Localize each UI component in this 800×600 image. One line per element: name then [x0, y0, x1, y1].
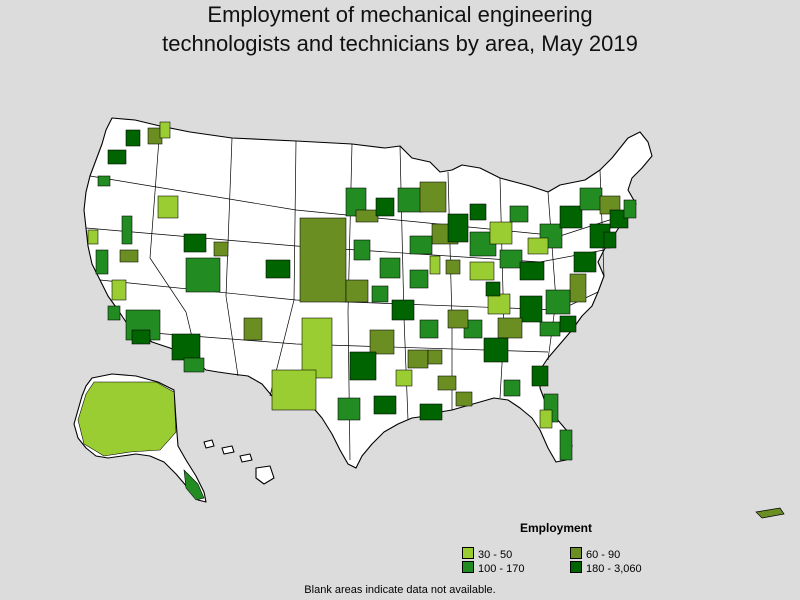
map-area-84	[427, 349, 443, 365]
legend-item-180-3060: 180 - 3,060	[570, 561, 642, 575]
map-area-41	[447, 309, 469, 329]
map-area-29	[559, 205, 583, 229]
map-area-81	[371, 285, 389, 303]
map-title-line-2: technologists and technicians by area, M…	[162, 31, 638, 56]
map-area-alaska	[77, 381, 177, 457]
map-area-10	[265, 259, 291, 279]
map-area-71	[509, 205, 529, 223]
legend-label-180-3060: 180 - 3,060	[586, 563, 642, 575]
map-title: Employment of mechanical engineering tec…	[0, 0, 800, 58]
map-area-39	[483, 337, 509, 363]
map-area-9	[213, 241, 229, 257]
employment-areas	[77, 121, 637, 501]
map-area-32	[609, 209, 629, 229]
map-area-30	[579, 187, 603, 211]
map-area-67	[243, 317, 263, 341]
map-area-40	[463, 319, 483, 339]
map-area-4	[159, 121, 171, 139]
map-area-52	[531, 365, 549, 387]
map-area-18	[419, 181, 447, 213]
map-area-alaska-southeast	[183, 469, 205, 501]
map-area-13	[299, 217, 347, 303]
map-area-47	[373, 395, 397, 415]
map-area-5	[97, 175, 111, 187]
map-area-59	[353, 239, 371, 261]
map-area-1	[107, 149, 127, 165]
blank-areas-note: Blank areas indicate data not available.	[304, 584, 496, 596]
map-area-66	[183, 357, 205, 373]
map-area-16	[375, 197, 395, 217]
map-area-51	[503, 379, 521, 397]
legend-swatch-100-170	[462, 561, 474, 573]
map-area-61	[111, 279, 127, 301]
map-area-76	[623, 199, 637, 219]
map-area-7	[183, 233, 207, 253]
map-area-50	[455, 391, 473, 407]
legend-item-60-90: 60 - 90	[570, 547, 620, 561]
legend-label-100-170: 100 - 170	[478, 563, 525, 575]
map-area-65	[171, 333, 201, 361]
map-area-82	[407, 349, 429, 369]
legend-swatch-60-90	[570, 547, 582, 559]
map-area-20	[409, 235, 433, 255]
map-area-36	[545, 289, 571, 315]
map-area-55	[539, 409, 553, 429]
map-area-56	[487, 293, 511, 315]
map-area-8	[185, 257, 221, 293]
legend-item-100-170: 100 - 170	[462, 561, 524, 575]
map-area-37	[519, 295, 543, 323]
map-area-72	[469, 203, 487, 221]
map-area-69	[87, 229, 99, 245]
map-area-45	[349, 351, 377, 381]
map-area-48	[437, 375, 457, 391]
legend-label-60-90: 60 - 90	[586, 549, 621, 561]
map-area-43	[391, 299, 415, 321]
map-legend: Employment 30 - 50 60 - 90 100 - 170 180…	[462, 519, 662, 575]
map-area-70	[121, 215, 133, 245]
map-area-34	[573, 251, 597, 273]
map-area-57	[409, 269, 429, 289]
map-area-26	[469, 261, 495, 281]
map-area-77	[485, 281, 501, 297]
map-area-79	[559, 315, 577, 333]
map-area-73	[445, 259, 461, 275]
hawaii-islands	[203, 439, 275, 485]
map-area-68	[95, 249, 109, 275]
map-area-46	[337, 397, 361, 421]
map-area-49	[419, 403, 443, 421]
legend-label-30-50: 30 - 50	[478, 549, 513, 561]
map-title-line-1: Employment of mechanical engineering	[207, 2, 593, 27]
legend-swatch-180-3060	[570, 561, 582, 573]
map-area-74	[527, 237, 549, 255]
map-area-58	[379, 257, 401, 279]
legend-item-30-50: 30 - 50	[462, 547, 512, 561]
map-area-17	[397, 187, 423, 213]
map-area-38	[497, 317, 523, 339]
map-area-11	[301, 317, 333, 379]
map-area-21	[429, 255, 441, 275]
map-area-12	[271, 369, 317, 411]
map-area-64	[131, 329, 151, 345]
map-area-42	[419, 319, 439, 339]
map-area-6	[157, 195, 179, 219]
map-area-2	[125, 129, 141, 147]
map-area-25	[499, 249, 523, 269]
map-area-54	[559, 429, 573, 461]
map-area-62	[107, 305, 121, 321]
map-area-83	[395, 369, 413, 387]
map-area-80	[345, 279, 369, 303]
map-area-78	[539, 321, 561, 337]
map-area-27	[519, 261, 545, 281]
legend-heading: Employment	[520, 521, 593, 535]
map-area-15	[355, 209, 379, 223]
map-area-22	[447, 213, 469, 243]
map-area-24	[489, 221, 513, 245]
map-area-75	[603, 231, 617, 249]
map-area-35	[569, 273, 587, 303]
puerto-rico	[755, 507, 785, 519]
map-area-44	[369, 329, 395, 355]
map-area-60	[119, 249, 139, 263]
legend-swatch-30-50	[462, 547, 474, 559]
